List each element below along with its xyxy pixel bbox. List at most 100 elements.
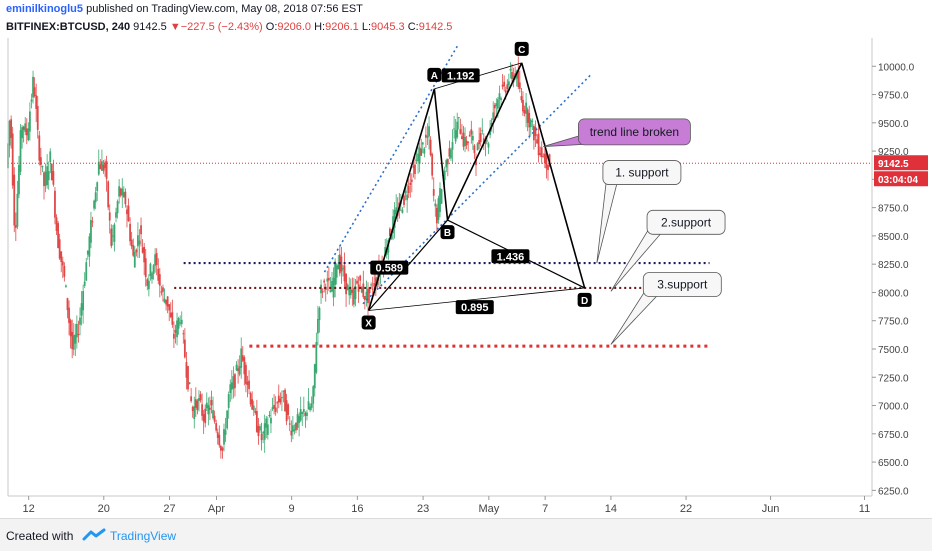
candle-body <box>492 112 495 120</box>
candle-body <box>431 154 434 176</box>
candle-body <box>318 307 321 321</box>
candle-body <box>230 382 233 390</box>
candle-body <box>481 130 484 132</box>
candle-body <box>268 414 271 416</box>
candle-body <box>77 333 80 336</box>
callout-box <box>646 209 726 235</box>
price-value: 9142.5 <box>133 21 167 33</box>
candle-body <box>404 190 407 194</box>
pattern-point-c: C <box>518 45 525 56</box>
candle-body <box>423 148 426 154</box>
pattern-point-bg <box>427 67 442 82</box>
candle-body <box>235 364 238 371</box>
price-tick-label: 8000.0 <box>878 288 909 299</box>
candle-body <box>511 72 513 79</box>
pattern-point-bg <box>514 41 529 56</box>
candle-body <box>254 410 257 413</box>
candle-body <box>457 117 460 119</box>
down-arrow-icon: ▼ <box>169 21 181 33</box>
candle-body <box>216 432 219 438</box>
candle-body <box>129 223 131 242</box>
candle-body <box>119 188 122 196</box>
candle-body <box>249 393 252 405</box>
candle-body <box>533 125 535 141</box>
candle-body <box>52 171 55 185</box>
candle-body <box>58 239 61 259</box>
candle-body <box>43 172 45 187</box>
candle-body <box>273 405 275 409</box>
candle-body <box>24 123 27 132</box>
candle-body <box>162 287 164 292</box>
candle-body <box>331 280 333 292</box>
tradingview-brand-link[interactable]: TradingView <box>110 529 177 543</box>
candle-body <box>470 129 473 135</box>
candle-body <box>426 135 429 138</box>
candle-body <box>241 355 244 361</box>
candle-body <box>224 430 227 435</box>
candle-body <box>207 405 210 415</box>
candle-body <box>71 331 74 350</box>
time-tick-label: 16 <box>351 503 363 515</box>
candle-body <box>468 134 471 137</box>
candle-body <box>194 399 197 408</box>
candle-body <box>204 408 207 424</box>
candle-body <box>528 112 531 128</box>
candle-body <box>453 128 455 130</box>
price-axis[interactable]: 6250.0 6500.0 6750.0 7000.0 7250.0 7500.0 7750… <box>871 38 928 497</box>
pattern-point-bg <box>440 225 455 240</box>
time-tick-label: 20 <box>98 503 110 515</box>
candle-body <box>74 334 77 344</box>
candle-body <box>30 99 33 102</box>
time-tick-label: 27 <box>163 503 175 515</box>
candle-body <box>306 412 308 416</box>
candle-body <box>403 195 405 205</box>
candle-body <box>518 82 521 89</box>
candle-body <box>265 418 268 428</box>
chart-pane[interactable] <box>8 38 872 496</box>
candle-body <box>277 395 280 403</box>
candle-body <box>459 129 462 134</box>
candle-body <box>140 225 142 235</box>
candle-body <box>237 368 239 372</box>
candle-body <box>479 133 482 143</box>
candle-body <box>146 279 149 286</box>
candle-body <box>329 290 332 293</box>
candle-body <box>188 382 191 385</box>
candle-body <box>531 120 534 122</box>
time-tick-label: 14 <box>605 503 617 515</box>
candle-body <box>54 190 56 218</box>
candle-body <box>473 145 476 154</box>
candle-body <box>10 119 13 138</box>
candle-body <box>354 286 357 299</box>
candle-body <box>165 299 167 305</box>
candle-body <box>359 275 362 281</box>
candle-body <box>500 98 502 101</box>
time-axis[interactable]: 12 20 27 Apr 9 16 23 May 7 14 22 Jun 11 <box>7 38 872 515</box>
published-text: published on TradingView.com, May 08, 20… <box>86 3 363 15</box>
time-tick-label: May <box>478 503 499 515</box>
candle-body <box>243 357 246 375</box>
candle-body <box>257 425 260 437</box>
time-tick-label: 11 <box>859 503 870 515</box>
candle-body <box>537 133 540 156</box>
candle-body <box>287 404 290 416</box>
pattern-point-bg <box>361 315 376 330</box>
candle-body <box>540 147 543 158</box>
candle-body <box>434 203 437 207</box>
price-tick-label: 7000.0 <box>878 402 909 413</box>
candle-body <box>227 394 230 408</box>
candle-body <box>487 143 490 148</box>
candle-body <box>102 164 105 171</box>
candle-body <box>301 412 304 414</box>
pattern-point-a: A <box>431 71 438 82</box>
author-link[interactable]: eminilkinoglu5 <box>6 3 84 15</box>
candle-body <box>259 426 261 431</box>
change-value: −227.5 (−2.43%) <box>180 21 263 33</box>
close-value: 9142.5 <box>418 21 453 33</box>
candle-body <box>310 403 313 408</box>
candle-body <box>13 174 16 226</box>
candle-body <box>255 411 258 432</box>
candle-body <box>97 161 100 175</box>
